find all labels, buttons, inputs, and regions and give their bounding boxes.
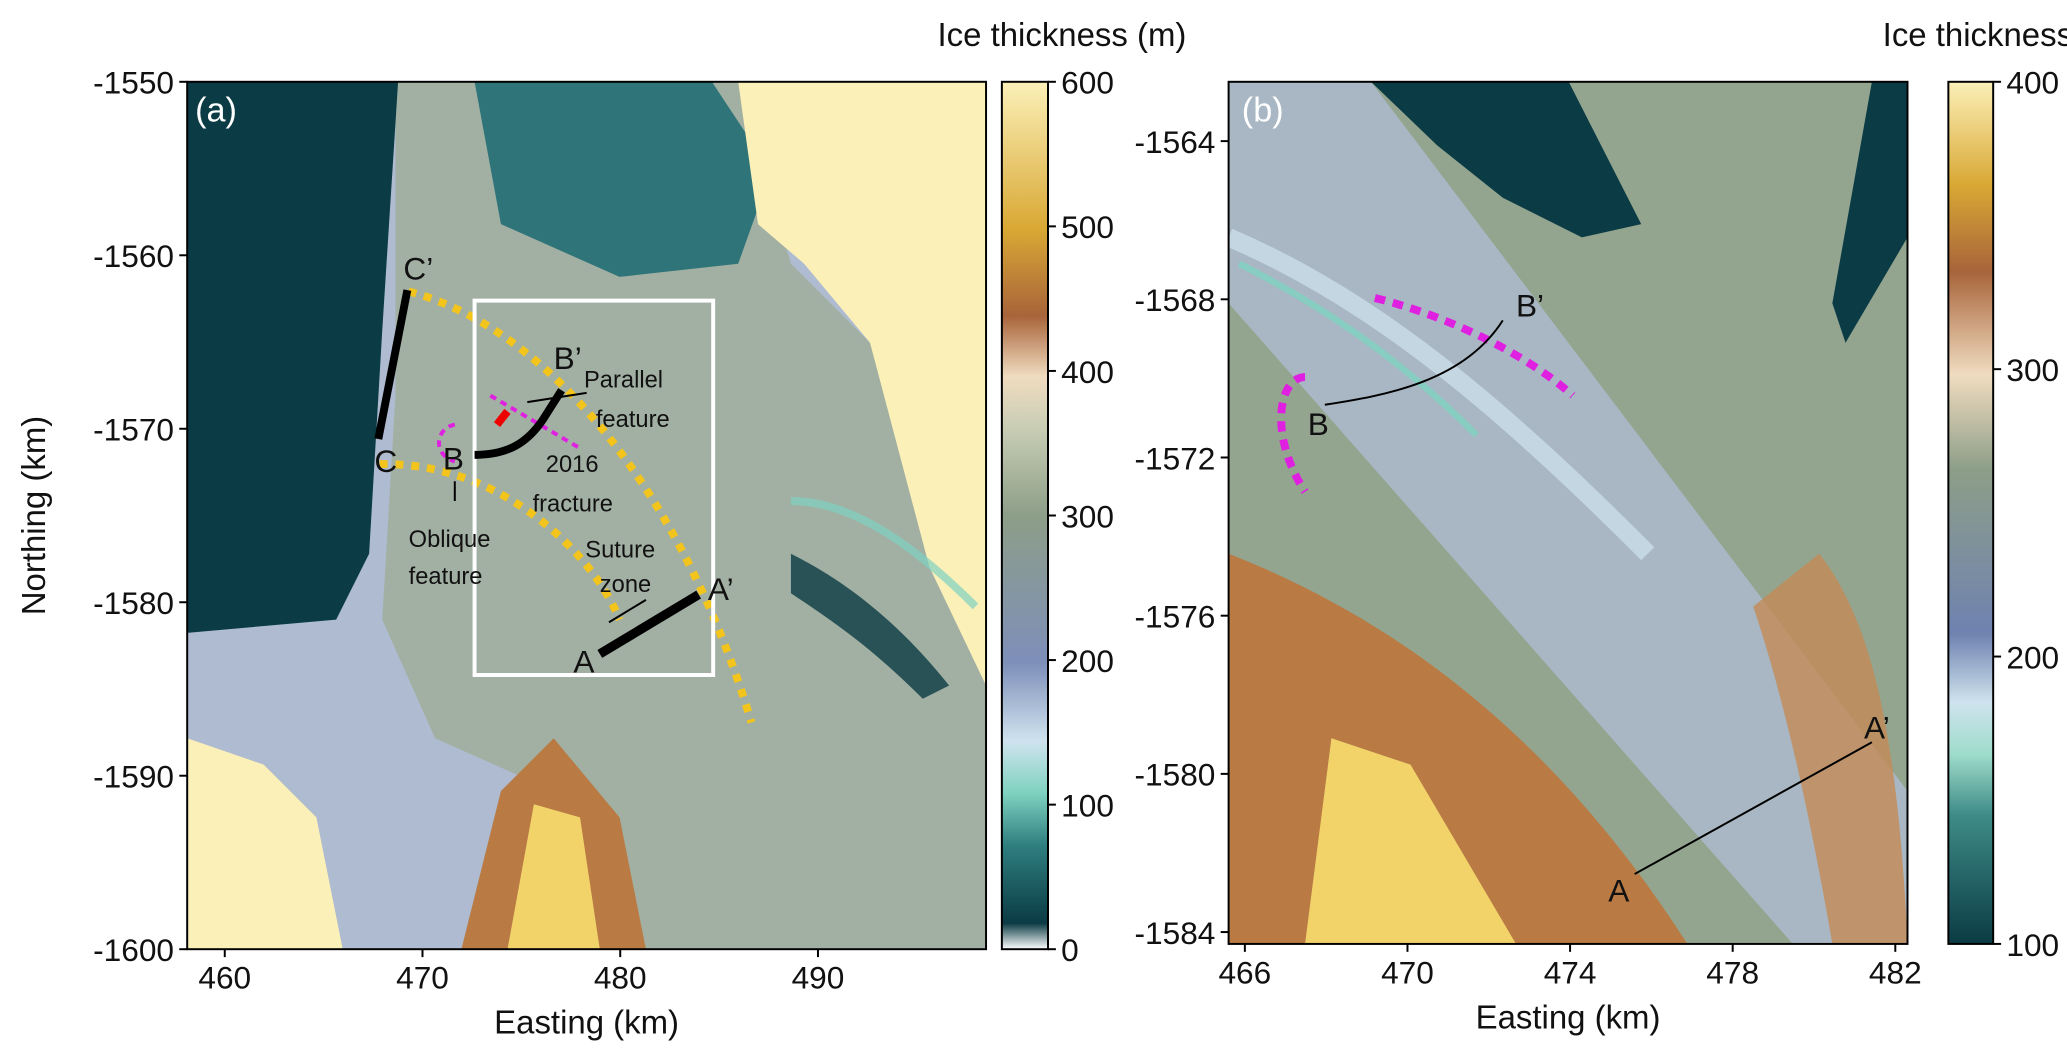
map-b xyxy=(1228,81,1908,944)
annotation: A xyxy=(1608,873,1630,909)
colorbar-tick-label: 100 xyxy=(2006,927,2059,963)
annotation: B xyxy=(443,440,464,476)
colorbar-b xyxy=(1947,80,1995,945)
colorbar-tick-label: 100 xyxy=(1061,787,1114,823)
colorbar-tick-label: 400 xyxy=(1061,354,1114,390)
colorbar-tick-label: 300 xyxy=(1061,498,1114,534)
x-tick-label: 460 xyxy=(198,960,251,996)
y-tick-label: -1584 xyxy=(1135,915,1216,951)
y-tick-label: -1590 xyxy=(93,759,174,795)
panel-label: (a) xyxy=(195,91,237,129)
x-tick-label: 490 xyxy=(792,960,845,996)
x-axis-title: Easting (km) xyxy=(494,1004,679,1041)
y-tick-label: -1568 xyxy=(1135,282,1216,318)
colorbar-tick-label: 300 xyxy=(2006,352,2059,388)
y-tick-label: -1580 xyxy=(93,585,174,621)
colorbar-tick-label: 200 xyxy=(2006,639,2059,675)
y-tick-label: -1580 xyxy=(1135,757,1216,793)
colorbar-tick-label: 500 xyxy=(1061,209,1114,245)
annotation: A’ xyxy=(708,571,734,607)
annotation: A’ xyxy=(1864,709,1890,745)
colorbar-tick-label: 200 xyxy=(1061,643,1114,679)
annotation: zone xyxy=(600,572,651,598)
map-a xyxy=(187,81,987,950)
annotation: 2016 xyxy=(546,452,599,478)
colorbar-title: Ice thickness (m) xyxy=(1883,16,2067,53)
annotation: Suture xyxy=(585,538,655,564)
annotation: feature xyxy=(596,407,670,433)
x-tick-label: 466 xyxy=(1218,954,1271,990)
y-tick-label: -1572 xyxy=(1135,440,1216,476)
annotation: B xyxy=(1308,406,1329,442)
colorbar-a xyxy=(1000,80,1049,951)
x-tick-label: 480 xyxy=(594,960,647,996)
annotation: B’ xyxy=(1516,287,1544,323)
annotation: fracture xyxy=(533,492,613,518)
colorbar-tick-label: 0 xyxy=(1061,932,1079,968)
annotation: Parallel xyxy=(584,368,663,394)
x-tick-label: 478 xyxy=(1706,954,1759,990)
x-tick-label: 470 xyxy=(396,960,449,996)
frame-b xyxy=(1227,80,1909,945)
y-tick-label: -1570 xyxy=(93,412,174,448)
x-axis-title: Easting (km) xyxy=(1476,998,1661,1035)
y-tick-label: -1560 xyxy=(93,238,174,274)
y-tick-label: -1564 xyxy=(1135,124,1216,160)
annotation: feature xyxy=(409,564,483,590)
x-tick-label: 474 xyxy=(1544,954,1597,990)
y-tick-label: -1576 xyxy=(1135,599,1216,635)
annotation: B’ xyxy=(554,340,582,376)
annotation: C’ xyxy=(403,251,433,287)
y-axis-title: Northing (km) xyxy=(15,416,52,615)
colorbar-tick-label: 400 xyxy=(2006,65,2059,101)
annotation: A xyxy=(573,643,595,679)
annotation: C xyxy=(374,443,397,479)
colorbar-title: Ice thickness (m) xyxy=(937,16,1186,53)
y-tick-label: -1600 xyxy=(93,932,174,968)
annotation: Oblique xyxy=(409,527,491,553)
colorbar-tick-label: 600 xyxy=(1061,65,1114,101)
x-tick-label: 470 xyxy=(1381,954,1434,990)
y-tick-label: -1550 xyxy=(93,65,174,101)
frame-a xyxy=(186,80,988,951)
x-tick-label: 482 xyxy=(1869,954,1922,990)
panel-label: (b) xyxy=(1242,91,1284,129)
